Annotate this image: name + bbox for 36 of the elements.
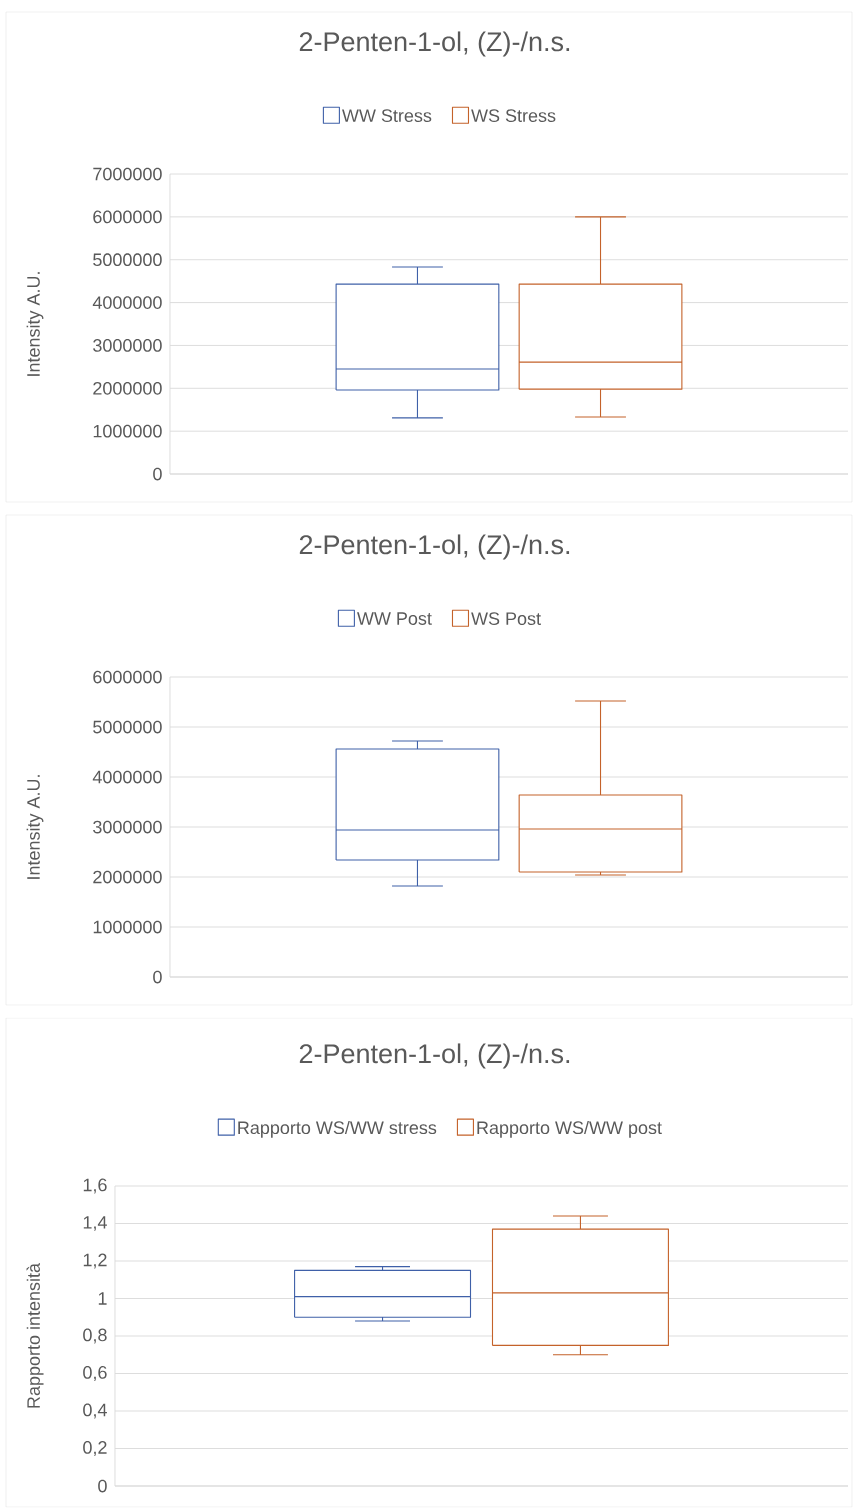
legend-label: WS Stress [471, 109, 556, 122]
chart-title: 2-Penten-1-ol, (Z)-/n.s. [299, 1043, 570, 1069]
legend-label: WS Post [471, 612, 541, 625]
y-axis-title: Rapporto intensità [26, 1263, 44, 1408]
legend-label: Rapporto WS/WW post [477, 1120, 662, 1138]
y-tick-label: 1,4 [83, 1216, 107, 1231]
y-tick-label: 2000000 [93, 870, 162, 884]
legend-label: Rapporto WS/WW stress [238, 1120, 437, 1138]
y-tick-label: 0 [153, 970, 162, 984]
y-tick-label: 0 [153, 467, 162, 481]
chart-title: 2-Penten-1-ol, (Z)-/n.s. [299, 534, 570, 560]
y-tick-label: 4000000 [92, 296, 162, 309]
y-tick-label: 1000000 [93, 920, 162, 934]
y-tick-label: 1000000 [93, 424, 162, 438]
y-tick-label: 0,8 [83, 1328, 107, 1344]
y-tick-label: 0,4 [83, 1403, 107, 1419]
y-tick-label: 2000000 [93, 381, 162, 395]
y-tick-label: 5000000 [93, 253, 162, 267]
y-tick-label: 5000000 [93, 720, 162, 734]
y-tick-label: 7000000 [93, 167, 162, 181]
y-tick-label: 6000000 [93, 210, 162, 224]
y-tick-label: 0,6 [83, 1366, 107, 1381]
y-tick-label: 6000000 [93, 670, 162, 684]
y-tick-label: 0 [98, 1479, 107, 1493]
y-tick-label: 0,2 [83, 1441, 107, 1456]
legend-label: WW Post [357, 612, 432, 625]
y-tick-label: 1,2 [83, 1253, 107, 1269]
y-tick-label: 1,6 [83, 1178, 107, 1194]
legend-label: WW Stress [342, 109, 432, 122]
y-axis-title: Intensity A.U. [26, 775, 44, 879]
y-axis-title: Intensity A.U. [26, 272, 44, 376]
y-tick-label: 1 [98, 1292, 107, 1305]
y-tick-label: 4000000 [92, 770, 162, 784]
y-tick-label: 3000000 [93, 339, 162, 352]
chart-title: 2-Penten-1-ol, (Z)-/n.s. [299, 31, 570, 57]
y-tick-label: 3000000 [93, 820, 162, 834]
